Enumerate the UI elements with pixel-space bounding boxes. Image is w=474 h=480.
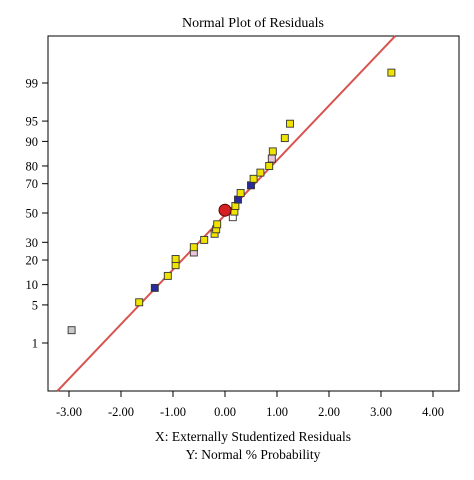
plot-frame (47, 35, 460, 392)
residual-point (171, 255, 180, 263)
center-point-layer (218, 203, 232, 217)
residual-point (200, 235, 209, 244)
x-tick-label: -3.00 (56, 405, 82, 419)
y-tick-label: 70 (26, 177, 39, 191)
x-tick-label: -1.00 (160, 405, 186, 419)
y-tick-label: 99 (26, 77, 39, 91)
residual-point (189, 243, 198, 252)
residual-point (234, 195, 242, 204)
residual-point (67, 326, 76, 335)
x-tick-label: -2.00 (108, 405, 134, 419)
x-tick-label: 1.00 (266, 405, 288, 419)
residual-point (135, 298, 144, 307)
y-tick-label: 10 (26, 278, 39, 292)
chart-title: Normal Plot of Residuals (182, 16, 324, 31)
x-tick-label: 3.00 (370, 405, 392, 419)
y-tick-label: 20 (26, 254, 39, 268)
residual-point (267, 154, 276, 163)
y-tick-label: 5 (32, 298, 38, 312)
center-point-marker (218, 203, 232, 217)
y-axis-label: Y: Normal % Probability (186, 447, 321, 462)
x-tick-label: 2.00 (318, 405, 340, 419)
y-tick-label: 95 (26, 115, 39, 129)
x-tick-label: 4.00 (422, 405, 444, 419)
y-tick-label: 1 (32, 337, 38, 351)
residual-point (280, 134, 289, 143)
residual-points (67, 68, 396, 335)
x-tick-label: 0.00 (214, 405, 236, 419)
residual-point (163, 271, 172, 280)
x-axis: -3.00 -2.00 -1.00 0.00 1.00 2.00 3.00 4.00 (56, 391, 444, 419)
residual-point (268, 147, 277, 156)
residual-point (236, 189, 245, 197)
residual-point (150, 283, 159, 292)
residual-point (265, 162, 274, 170)
residual-point (213, 220, 222, 229)
y-tick-label: 80 (26, 159, 39, 173)
y-axis: 1 5 10 20 30 50 70 80 90 95 99 (26, 77, 48, 351)
x-axis-label: X: Externally Studentized Residuals (155, 429, 351, 444)
residual-point (387, 68, 396, 77)
residual-point (256, 168, 265, 177)
residual-point (247, 181, 255, 190)
residual-point (286, 119, 294, 128)
y-tick-label: 30 (26, 236, 39, 250)
residual-point (249, 174, 258, 183)
y-tick-label: 90 (26, 135, 39, 149)
y-tick-label: 50 (26, 207, 39, 221)
